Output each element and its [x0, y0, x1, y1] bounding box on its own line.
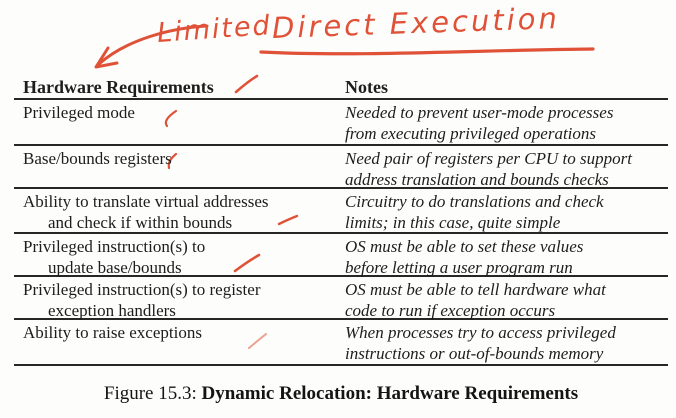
handwritten-word-limited: Limited	[156, 10, 273, 49]
table-row: Privileged instruction(s) to register ex…	[14, 277, 668, 320]
notes-cell: Need pair of registers per CPU to suppor…	[345, 149, 632, 189]
requirement-cell: Privileged mode	[23, 103, 135, 122]
notes-cell: Needed to prevent user-mode processes fr…	[345, 103, 614, 143]
header-notes: Notes	[345, 77, 388, 97]
table-row: Ability to translate virtual addresses a…	[14, 189, 668, 234]
table-header-row: Hardware Requirements Notes	[14, 76, 668, 100]
handwritten-word-direct-execution: Direct Execution	[271, 0, 561, 46]
notes-cell: OS must be able to set these values befo…	[345, 237, 584, 277]
table-row: Privileged mode Needed to prevent user-m…	[14, 100, 668, 146]
annotation-underline-stroke	[259, 47, 595, 56]
notes-cell: When processes try to access privileged …	[345, 323, 616, 363]
requirement-cell: Privileged instruction(s) to update base…	[23, 237, 206, 277]
requirement-cell: Privileged instruction(s) to register ex…	[23, 280, 261, 320]
hardware-requirements-table: Hardware Requirements Notes Privileged m…	[14, 76, 668, 366]
figure-caption: Figure 15.3: Dynamic Relocation: Hardwar…	[14, 383, 668, 405]
annotation-arrowhead-icon	[94, 46, 119, 69]
notes-cell: OS must be able to tell hardware what co…	[345, 280, 606, 320]
table-row: Base/bounds registers Need pair of regis…	[14, 146, 668, 189]
requirement-cell: Ability to translate virtual addresses a…	[23, 192, 269, 232]
requirement-cell: Ability to raise exceptions	[23, 323, 202, 342]
table-row: Ability to raise exceptions When process…	[14, 320, 668, 366]
figure-caption-title: Dynamic Relocation: Hardware Requirement…	[201, 383, 579, 404]
requirement-cell: Base/bounds registers	[23, 149, 172, 168]
table-row: Privileged instruction(s) to update base…	[14, 234, 668, 277]
notes-cell: Circuitry to do translations and check l…	[345, 192, 604, 232]
figure-caption-label: Figure 15.3:	[103, 383, 197, 404]
header-hardware-requirements: Hardware Requirements	[23, 77, 214, 97]
